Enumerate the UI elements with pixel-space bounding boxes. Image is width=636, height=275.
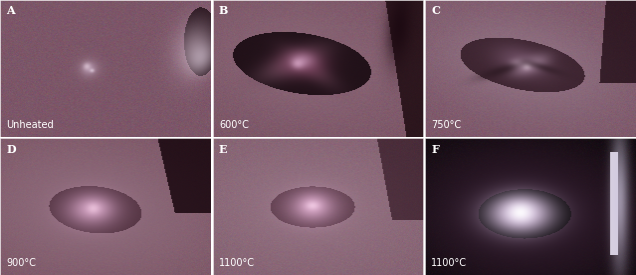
Text: 1100°C: 1100°C <box>431 258 467 268</box>
Text: A: A <box>6 6 15 16</box>
Text: 600°C: 600°C <box>219 120 249 130</box>
Text: 750°C: 750°C <box>431 120 462 130</box>
Text: 900°C: 900°C <box>6 258 36 268</box>
Text: E: E <box>219 144 228 155</box>
Text: B: B <box>219 6 228 16</box>
Text: 1100°C: 1100°C <box>219 258 255 268</box>
Text: Unheated: Unheated <box>6 120 54 130</box>
Text: F: F <box>431 144 439 155</box>
Text: D: D <box>6 144 16 155</box>
Text: C: C <box>431 6 440 16</box>
